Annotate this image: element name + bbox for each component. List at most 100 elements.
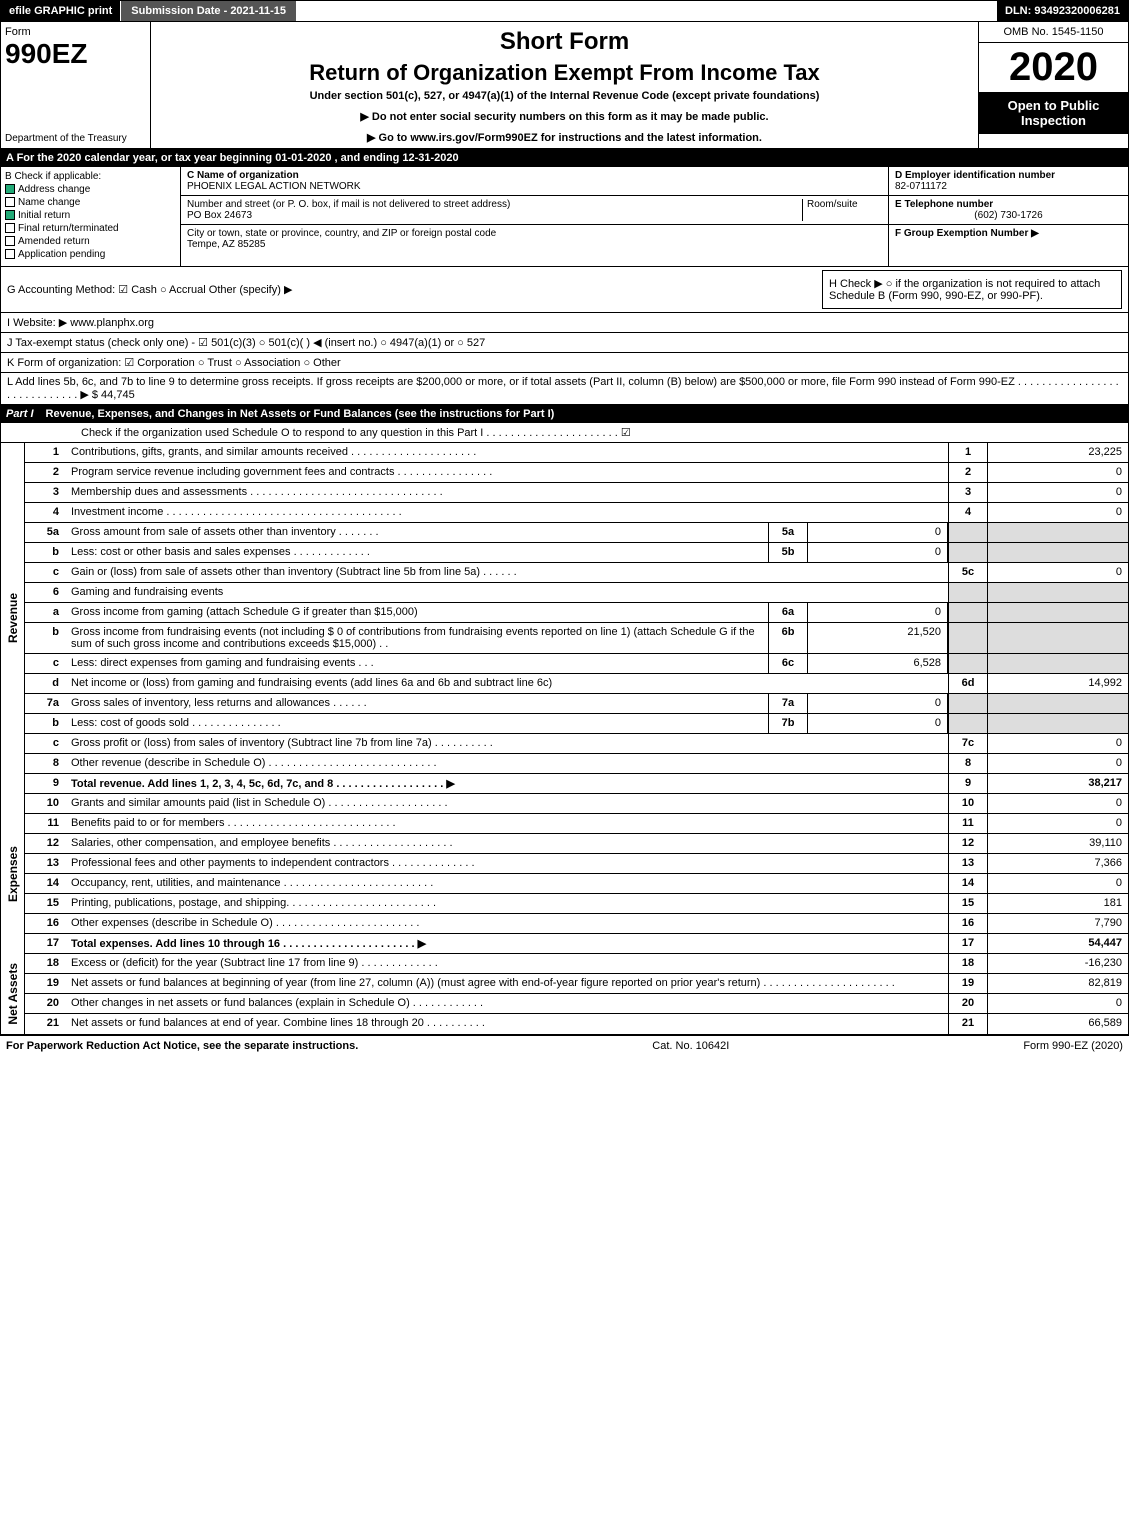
section-k: K Form of organization: ☑ Corporation ○ … — [0, 353, 1129, 373]
line-7a-subval: 0 — [808, 694, 948, 713]
line-7b-subval: 0 — [808, 714, 948, 733]
line-5b-sub: 5b — [768, 543, 808, 562]
line-3-ln: 3 — [948, 483, 988, 502]
line-19-desc: Net assets or fund balances at beginning… — [65, 974, 948, 993]
line-7a-sub: 7a — [768, 694, 808, 713]
line-g-h: G Accounting Method: ☑ Cash ○ Accrual Ot… — [0, 267, 1129, 313]
org-name: PHOENIX LEGAL ACTION NETWORK — [187, 181, 882, 192]
info-grid: B Check if applicable: Address change Na… — [0, 167, 1129, 267]
ein-label: D Employer identification number — [895, 170, 1122, 181]
line-16-val: 7,790 — [988, 914, 1128, 933]
line-8-num: 8 — [25, 754, 65, 773]
dln-label: DLN: 93492320006281 — [997, 1, 1128, 21]
line-21-desc: Net assets or fund balances at end of ye… — [65, 1014, 948, 1034]
line-6d-ln: 6d — [948, 674, 988, 693]
line-8-val: 0 — [988, 754, 1128, 773]
part1-check: Check if the organization used Schedule … — [0, 423, 1129, 443]
line-4-desc: Investment income . . . . . . . . . . . … — [65, 503, 948, 522]
efile-print-button[interactable]: efile GRAPHIC print — [1, 1, 121, 21]
part1-label: Part I — [6, 408, 34, 420]
line-7b-num: b — [25, 714, 65, 733]
submission-date: Submission Date - 2021-11-15 — [121, 1, 296, 21]
line-5a-sub: 5a — [768, 523, 808, 542]
checkbox-name-change[interactable]: Name change — [5, 197, 176, 208]
line-6d-val: 14,992 — [988, 674, 1128, 693]
line-11-num: 11 — [25, 814, 65, 833]
line-14-ln: 14 — [948, 874, 988, 893]
line-17-num: 17 — [25, 934, 65, 953]
section-a: A For the 2020 calendar year, or tax yea… — [0, 149, 1129, 167]
form-header: Form 990EZ Department of the Treasury Sh… — [0, 22, 1129, 149]
line-6a-blank — [948, 603, 988, 622]
phone-label: E Telephone number — [895, 199, 1122, 210]
line-12-val: 39,110 — [988, 834, 1128, 853]
line-16-ln: 16 — [948, 914, 988, 933]
line-18-ln: 18 — [948, 954, 988, 973]
line-19-val: 82,819 — [988, 974, 1128, 993]
line-6a-desc: Gross income from gaming (attach Schedul… — [65, 603, 768, 622]
checkbox-address-change[interactable]: Address change — [5, 184, 176, 195]
line-7b-sub: 7b — [768, 714, 808, 733]
line-2-num: 2 — [25, 463, 65, 482]
line-6c-subval: 6,528 — [808, 654, 948, 673]
line-1-ln: 1 — [948, 443, 988, 462]
line-15-num: 15 — [25, 894, 65, 913]
line-16-num: 16 — [25, 914, 65, 933]
line-10-ln: 10 — [948, 794, 988, 813]
line-17-ln: 17 — [948, 934, 988, 953]
footer-left: For Paperwork Reduction Act Notice, see … — [6, 1040, 358, 1052]
checkbox-amended-return[interactable]: Amended return — [5, 236, 176, 247]
title-short-form: Short Form — [159, 28, 970, 56]
line-12-desc: Salaries, other compensation, and employ… — [65, 834, 948, 853]
checkbox-initial-return[interactable]: Initial return — [5, 210, 176, 221]
line-20-ln: 20 — [948, 994, 988, 1013]
line-14-desc: Occupancy, rent, utilities, and maintena… — [65, 874, 948, 893]
dept-treasury: Department of the Treasury — [5, 133, 146, 144]
open-to-public: Open to Public Inspection — [979, 92, 1128, 134]
sidebar-netassets: Net Assets — [1, 954, 25, 1034]
line-6c-blankval — [988, 654, 1128, 673]
line-5b-subval: 0 — [808, 543, 948, 562]
line-18-desc: Excess or (deficit) for the year (Subtra… — [65, 954, 948, 973]
line-4-ln: 4 — [948, 503, 988, 522]
checkbox-final-return[interactable]: Final return/terminated — [5, 223, 176, 234]
topbar-spacer — [296, 1, 997, 21]
checkbox-application-pending[interactable]: Application pending — [5, 249, 176, 260]
line-7a-desc: Gross sales of inventory, less returns a… — [65, 694, 768, 713]
line-5b-num: b — [25, 543, 65, 562]
line-5c-val: 0 — [988, 563, 1128, 582]
header-right: OMB No. 1545-1150 2020 Open to Public In… — [978, 22, 1128, 148]
line-5a-desc: Gross amount from sale of assets other t… — [65, 523, 768, 542]
org-name-label: C Name of organization — [187, 170, 882, 181]
line-11-ln: 11 — [948, 814, 988, 833]
title-return: Return of Organization Exempt From Incom… — [159, 60, 970, 86]
line-5a-blankval — [988, 523, 1128, 542]
line-17-val: 54,447 — [988, 934, 1128, 953]
omb-number: OMB No. 1545-1150 — [979, 22, 1128, 43]
line-6a-subval: 0 — [808, 603, 948, 622]
line-6a-sub: 6a — [768, 603, 808, 622]
header-center: Short Form Return of Organization Exempt… — [151, 22, 978, 148]
line-21-num: 21 — [25, 1014, 65, 1034]
topbar: efile GRAPHIC print Submission Date - 20… — [0, 0, 1129, 22]
street-value: PO Box 24673 — [187, 210, 802, 221]
line-3-val: 0 — [988, 483, 1128, 502]
line-6-blank — [948, 583, 988, 602]
line-8-desc: Other revenue (describe in Schedule O) .… — [65, 754, 948, 773]
tax-year: 2020 — [979, 43, 1128, 92]
line-8-ln: 8 — [948, 754, 988, 773]
footer-center: Cat. No. 10642I — [652, 1040, 729, 1052]
footer-right: Form 990-EZ (2020) — [1023, 1040, 1123, 1052]
line-15-desc: Printing, publications, postage, and shi… — [65, 894, 948, 913]
section-i: I Website: ▶ www.planphx.org — [0, 313, 1129, 333]
line-10-num: 10 — [25, 794, 65, 813]
line-2-val: 0 — [988, 463, 1128, 482]
line-7a-blankval — [988, 694, 1128, 713]
line-19-num: 19 — [25, 974, 65, 993]
line-6c-blank — [948, 654, 988, 673]
line-11-val: 0 — [988, 814, 1128, 833]
line-10-val: 0 — [988, 794, 1128, 813]
line-6c-desc: Less: direct expenses from gaming and fu… — [65, 654, 768, 673]
netassets-section: Net Assets 18Excess or (deficit) for the… — [0, 954, 1129, 1035]
line-7b-desc: Less: cost of goods sold . . . . . . . .… — [65, 714, 768, 733]
